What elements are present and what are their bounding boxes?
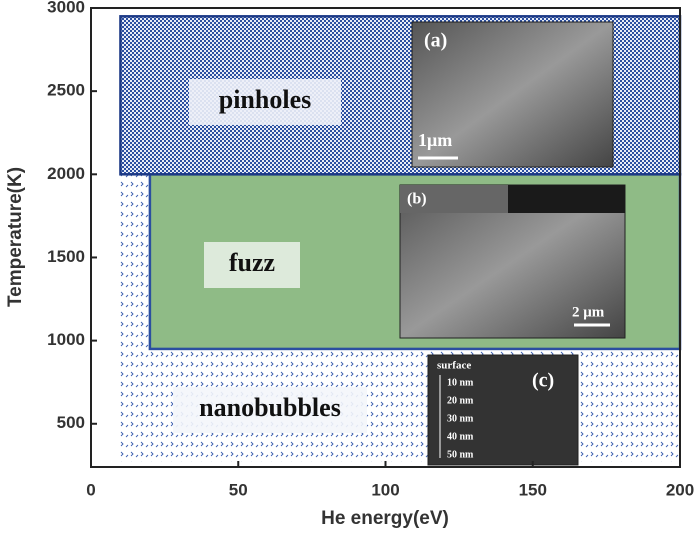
- x-tick-label: 200: [666, 480, 694, 499]
- inset-image: [411, 21, 614, 168]
- y-tick-label: 1000: [47, 330, 85, 349]
- region-label-box: [204, 242, 300, 288]
- inset-image: [427, 354, 579, 466]
- inset-text: surface: [437, 360, 471, 372]
- x-tick-label: 50: [229, 480, 248, 499]
- x-tick-label: 150: [519, 480, 547, 499]
- inset-b: (b) 2 μm: [399, 184, 626, 339]
- y-tick-label: 3000: [47, 0, 85, 16]
- inset-a: (a) 1μm: [411, 21, 614, 168]
- inset-text: 10 nm: [447, 377, 474, 388]
- region-label-box: [173, 387, 367, 433]
- inset-text: 50 nm: [447, 449, 474, 460]
- y-tick-label: 2000: [47, 164, 85, 183]
- inset-c: (c) surface 10 nm 20 nm 30 nm 40 nm 50 nm: [427, 354, 579, 466]
- inset-band: [400, 185, 508, 213]
- inset-text: 30 nm: [447, 413, 474, 424]
- inset-label: (a): [424, 30, 447, 52]
- inset-text: 20 nm: [447, 395, 474, 406]
- y-tick-label: 2500: [47, 81, 85, 100]
- y-tick-label: 500: [57, 413, 85, 432]
- region-label-box: [189, 79, 341, 125]
- x-tick-label: 100: [371, 480, 399, 499]
- inset-band: [508, 185, 625, 213]
- region-label: pinholes: [219, 85, 312, 114]
- region-label: fuzz: [229, 248, 275, 277]
- inset-text: 40 nm: [447, 431, 474, 442]
- x-tick-label: 0: [86, 480, 95, 499]
- inset-label: (b): [407, 191, 427, 208]
- inset-texts: surface 10 nm 20 nm 30 nm 40 nm 50 nm: [437, 360, 474, 461]
- x-axis-label: He energy(eV): [321, 508, 449, 529]
- y-tick-label: 1500: [47, 247, 85, 266]
- scale-bar-label: 2 μm: [572, 304, 605, 320]
- region-label: nanobubbles: [199, 393, 341, 422]
- scale-bar-label: 1μm: [418, 130, 452, 150]
- y-axis-label: Temperature(K): [5, 167, 26, 307]
- inset-label: (c): [532, 370, 554, 392]
